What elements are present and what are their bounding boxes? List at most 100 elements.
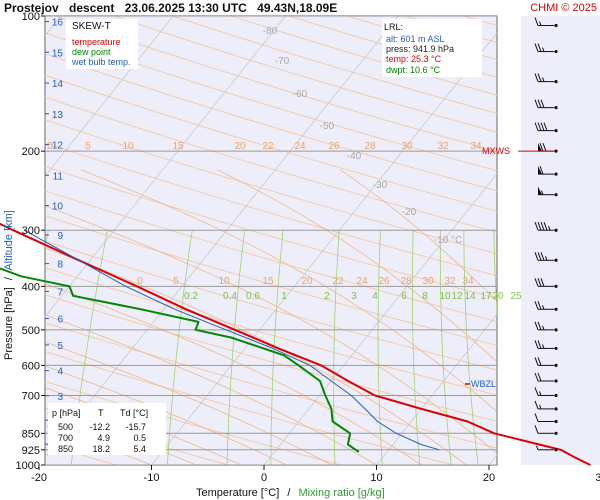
mixing-ratio-label: 20 xyxy=(492,291,504,302)
wind-barb-half-flag xyxy=(545,256,548,261)
dry-adiabat-line xyxy=(45,165,497,299)
p-tick-label: 300 xyxy=(22,225,40,237)
x-tick-label: 20 xyxy=(483,472,495,484)
p-tick-label: 100 xyxy=(22,11,40,23)
wind-barb-dot xyxy=(554,172,558,176)
x-tick-label: 0 xyxy=(261,472,267,484)
wind-barb xyxy=(534,43,558,54)
plot-area xyxy=(44,15,498,466)
lrl-box-bg xyxy=(382,19,482,77)
wind-panel xyxy=(521,16,600,465)
dry-adiabat-label: -70 xyxy=(275,56,290,67)
table-row-500-p: 500 xyxy=(58,422,73,432)
dry-adiabat-label: -50 xyxy=(320,121,335,132)
moist-adiabat-label-lower: 24 xyxy=(356,276,368,287)
dry-adiabat-unit-label: -10 °C xyxy=(434,235,462,246)
moist-adiabat-label-upper: 15 xyxy=(172,141,184,152)
table-row-700-t: 4.9 xyxy=(97,433,110,443)
wind-barb xyxy=(536,445,558,452)
copyright-label: CHMI © 2025 xyxy=(530,2,597,14)
wind-barb-pennant xyxy=(538,143,542,152)
wind-barb xyxy=(534,387,558,398)
wind-barb-dot xyxy=(554,284,558,288)
wind-barb-flag xyxy=(534,73,539,82)
wind-barb-dot xyxy=(554,307,558,311)
wind-barb-flag xyxy=(534,222,539,231)
p-tick-label: 925 xyxy=(22,445,40,457)
mixing-ratio-line xyxy=(377,230,383,465)
wind-barb-flag xyxy=(540,252,545,261)
wind-barb-pennant xyxy=(538,186,542,195)
legend-temperature: temperature xyxy=(72,37,121,47)
wind-barb-flag xyxy=(534,278,539,287)
wind-barb-half-flag xyxy=(536,445,539,450)
wind-barb-flag xyxy=(534,372,539,382)
wind-barb-flag xyxy=(537,222,542,231)
wind-barb xyxy=(538,186,558,197)
table-header-t: T xyxy=(98,408,104,418)
mixing-ratio-label: 6 xyxy=(401,291,407,302)
moist-adiabat-label-upper: 5 xyxy=(85,141,91,152)
wind-barb-flag xyxy=(537,122,542,131)
phase-label: descent xyxy=(69,1,114,15)
mixing-ratio-line xyxy=(493,230,497,318)
moist-adiabat-line xyxy=(216,169,497,363)
p-tick-label: 700 xyxy=(22,390,40,402)
km-tick-label: 9 xyxy=(57,231,63,242)
table-row-850-t: 18.2 xyxy=(92,444,110,454)
mixing-ratio-label: 1 xyxy=(281,291,287,302)
mixing-ratio-label: 4 xyxy=(372,291,378,302)
legend-wet-bulb: wet bulb temp. xyxy=(71,57,131,67)
table-bg xyxy=(48,403,166,455)
wind-barb-dot xyxy=(554,49,558,54)
moist-adiabat-line xyxy=(339,169,497,302)
mixing-ratio-label: 12 xyxy=(451,291,463,302)
wind-barb-dot xyxy=(554,129,558,133)
wind-barb-flag xyxy=(537,321,542,331)
lrl-dwpt: dwpt: 10.6 °C xyxy=(386,65,441,75)
moist-adiabat-line xyxy=(45,314,377,465)
isotherm-line xyxy=(45,16,399,459)
wind-barb xyxy=(538,165,558,176)
datetime-label: 23.06.2025 13:30 UTC xyxy=(125,1,247,15)
km-tick-label: 7 xyxy=(57,287,63,298)
wind-barb-dot xyxy=(554,23,558,28)
mixing-ratio-label: 0.2 xyxy=(184,291,198,302)
wind-barb-half-flag xyxy=(541,190,544,195)
moist-adiabat-line xyxy=(80,169,497,413)
moist-adiabat-label-lower: 0 xyxy=(137,276,143,287)
wind-barb-half-flag xyxy=(542,47,545,52)
wind-barb-dot xyxy=(554,379,558,383)
km-tick-label: 8 xyxy=(57,260,63,271)
wind-barb-half-flag xyxy=(539,21,542,26)
wind-barb xyxy=(534,400,558,411)
wind-barb xyxy=(534,222,558,232)
wind-barb xyxy=(534,372,558,383)
wind-barb-dot xyxy=(554,149,558,153)
dry-adiabat-label: -30 xyxy=(373,180,388,191)
dew-point-series-line xyxy=(0,267,360,453)
chart-title: Prostejov descent 23.06.2025 13:30 UTC 4… xyxy=(4,1,337,15)
moist-adiabat-line xyxy=(45,283,422,465)
p-tick-label: 600 xyxy=(22,360,40,372)
dry-adiabat-line xyxy=(45,294,497,422)
dry-adiabat-line xyxy=(45,267,497,396)
wind-barb-flag xyxy=(539,142,544,152)
wind-barb-flag xyxy=(537,73,542,82)
wind-barb-half-flag xyxy=(539,404,542,410)
wind-barb-dot xyxy=(554,80,558,84)
x-axis-title: Temperature [°C] / Mixing ratio [g/kg] xyxy=(196,487,385,499)
wind-barb-flag xyxy=(543,222,548,231)
km-tick-label: 14 xyxy=(52,79,64,90)
dry-adiabat-label: -20 xyxy=(402,207,417,218)
mixing-ratio-line xyxy=(270,230,284,465)
wind-barb-flag xyxy=(537,357,542,366)
wind-barb xyxy=(534,301,558,311)
wind-barb-flag xyxy=(537,372,542,382)
legend-dew-point: dew point xyxy=(72,47,111,57)
km-tick-label: 15 xyxy=(52,48,64,59)
wind-barb-flag xyxy=(534,340,539,349)
mxws-label: MXWS xyxy=(482,146,510,156)
wind-barb-dot xyxy=(554,328,558,332)
